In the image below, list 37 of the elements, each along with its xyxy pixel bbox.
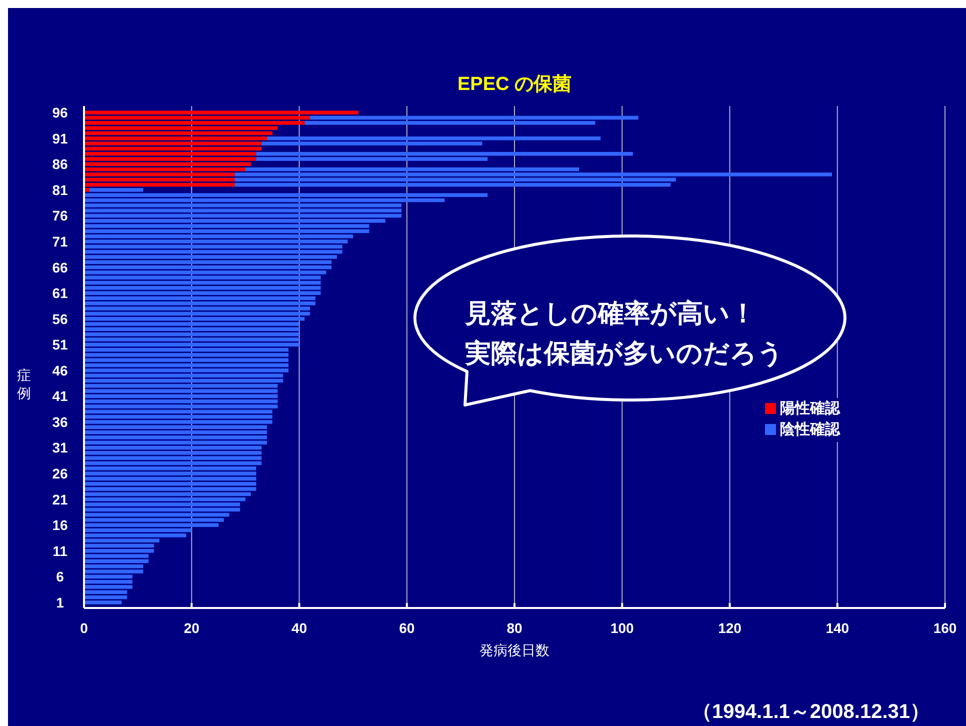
- annotation: 見落としの確率が高い！: [464, 298, 756, 328]
- text: （1994.1.1～2008.12.31）: [692, 701, 930, 723]
- y-tick-label: 1: [56, 594, 64, 610]
- chart-title: EPEC の保菌: [457, 73, 572, 95]
- x-tick-label: 40: [291, 620, 308, 636]
- x-axis-title: 発病後日数: [480, 642, 550, 658]
- y-tick-label: 11: [52, 542, 68, 559]
- y-tick-label: 71: [52, 233, 68, 250]
- y-tick-label: 61: [52, 285, 68, 302]
- y-tick-label: 26: [52, 466, 68, 482]
- legend-label: 陰性確認: [780, 421, 841, 438]
- x-tick-label: 0: [80, 620, 88, 636]
- y-tick-label: 51: [52, 336, 68, 353]
- y-tick-label: 6: [56, 568, 64, 585]
- y-tick-label: 76: [52, 208, 68, 224]
- y-tick-label: 56: [52, 310, 68, 327]
- y-tick-label: 86: [52, 156, 68, 172]
- x-tick-label: 140: [826, 620, 850, 636]
- annotation: 実際は保菌が多いのだろう: [464, 338, 784, 368]
- x-tick-label: 160: [933, 620, 957, 636]
- x-tick-label: 100: [610, 620, 634, 636]
- x-tick-label: 120: [718, 620, 742, 636]
- y-tick-label: 46: [52, 362, 68, 378]
- x-tick-label: 20: [184, 620, 200, 636]
- x-tick-label: 60: [399, 620, 415, 636]
- y-tick-label: 16: [52, 517, 68, 534]
- y-tick-label: 66: [52, 259, 68, 276]
- y-tick-label: 81: [52, 182, 68, 198]
- y-axis-title: 症例: [17, 367, 31, 401]
- y-tick-label: 36: [52, 414, 68, 430]
- legend-label: 陽性確認: [780, 400, 841, 417]
- x-tick-label: 80: [506, 620, 522, 636]
- y-tick-label: 31: [52, 440, 68, 456]
- y-tick-label: 91: [52, 130, 68, 146]
- y-tick-label: 21: [52, 491, 68, 508]
- y-tick-label: 96: [52, 104, 68, 121]
- y-tick-label: 41: [52, 388, 68, 404]
